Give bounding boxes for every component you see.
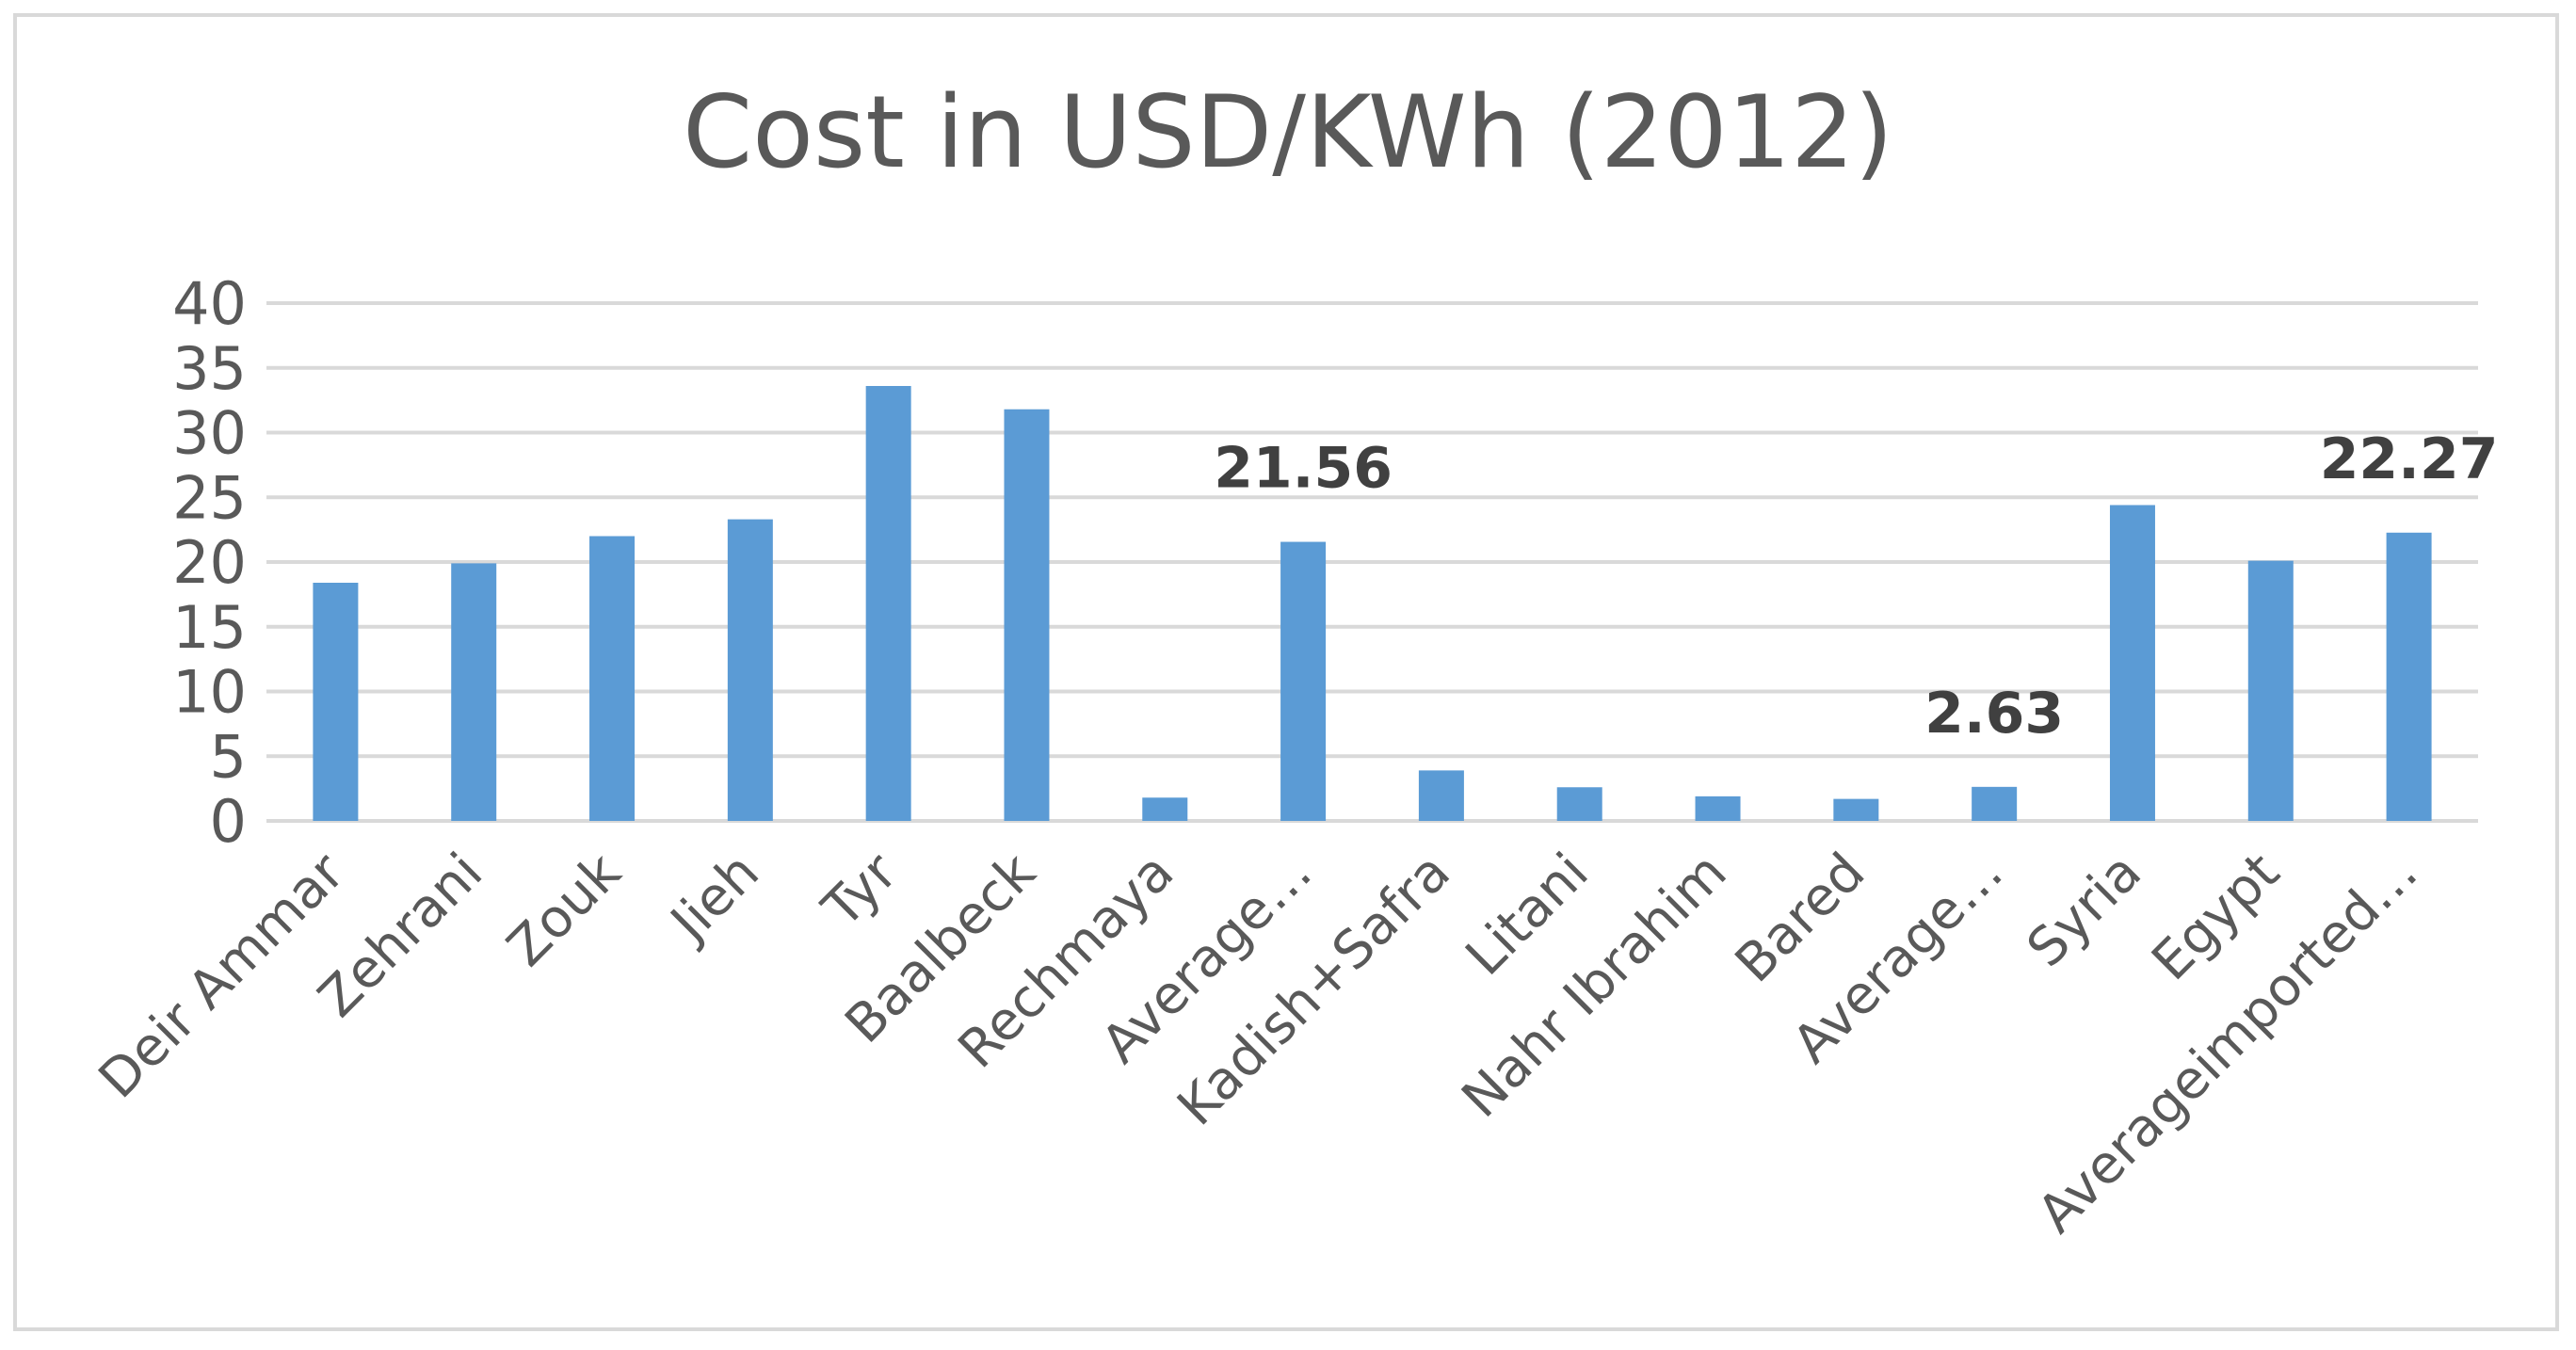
y-tick-label: 25 bbox=[172, 463, 247, 532]
bar bbox=[589, 536, 636, 821]
bar bbox=[865, 386, 911, 821]
data-label: 2.63 bbox=[1924, 681, 2064, 747]
bar bbox=[2386, 532, 2432, 821]
bar bbox=[451, 563, 497, 821]
bar bbox=[1280, 541, 1327, 821]
y-tick-label: 35 bbox=[172, 334, 247, 403]
bar bbox=[1418, 770, 1464, 821]
x-tick-label: Tyr bbox=[811, 841, 910, 940]
y-tick-label: 40 bbox=[172, 269, 247, 338]
bar bbox=[1972, 786, 2018, 821]
y-tick-label: 10 bbox=[172, 658, 247, 727]
bars bbox=[313, 386, 2432, 821]
y-tick-label: 5 bbox=[210, 722, 247, 791]
gridlines bbox=[266, 301, 2478, 823]
y-tick-label: 0 bbox=[210, 787, 247, 856]
x-tick-label: Syria bbox=[2016, 842, 2153, 979]
bar bbox=[2109, 505, 2155, 821]
chart-title: Cost in USD/KWh (2012) bbox=[683, 74, 1893, 190]
data-label: 21.56 bbox=[1214, 436, 1393, 502]
bar bbox=[2247, 560, 2294, 821]
bar bbox=[1556, 787, 1602, 821]
y-tick-label: 20 bbox=[172, 528, 247, 597]
x-tick-label: Zouk bbox=[496, 842, 634, 979]
bar bbox=[1695, 796, 1741, 821]
y-tick-label: 30 bbox=[172, 399, 247, 468]
x-tick-label: Jieh bbox=[658, 842, 771, 955]
data-label: 22.27 bbox=[2320, 426, 2499, 492]
bar bbox=[1833, 798, 1879, 821]
y-tick-label: 15 bbox=[172, 593, 247, 662]
bar bbox=[1142, 797, 1188, 821]
bar bbox=[313, 583, 359, 821]
bar bbox=[727, 519, 773, 821]
data-labels: 21.56 2.63 22.27 bbox=[1214, 426, 2498, 747]
bar bbox=[1004, 409, 1050, 821]
